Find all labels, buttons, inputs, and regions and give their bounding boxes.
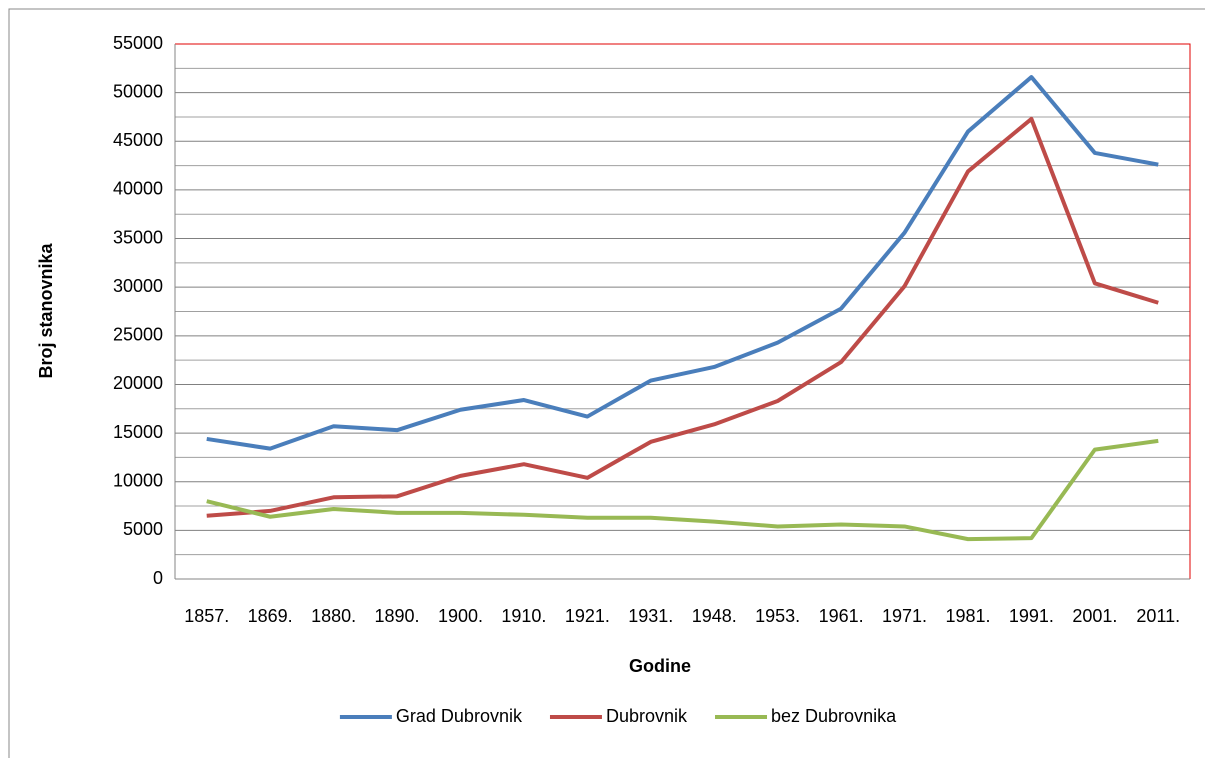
y-tick-label: 55000 [113,33,163,53]
y-tick-label: 45000 [113,130,163,150]
x-tick-label: 1900. [438,606,483,626]
y-axis-label: Broj stanovnika [36,242,56,378]
line-series [206,438,1159,542]
x-tick-label: 1931. [628,606,673,626]
x-tick-label: 1910. [501,606,546,626]
y-tick-label: 20000 [113,373,163,393]
x-axis-label: Godine [629,656,691,676]
y-tick-label: 35000 [113,227,163,247]
x-tick-label: 1953. [755,606,800,626]
y-tick-label: 10000 [113,470,163,490]
x-tick-label: 2001. [1072,606,1117,626]
x-tick-label: 1991. [1009,606,1054,626]
x-tick-label: 1961. [819,606,864,626]
legend-label: bez Dubrovnika [771,706,897,726]
x-tick-label: 1857. [184,606,229,626]
line-series [206,75,1159,451]
x-tick-label: 1948. [692,606,737,626]
y-tick-label: 50000 [113,81,163,101]
y-tick-label: 30000 [113,276,163,296]
y-tick-label: 25000 [113,325,163,345]
legend-label: Dubrovnik [606,706,688,726]
line-series [206,116,1159,518]
x-tick-label: 2011. [1136,606,1180,626]
x-tick-label: 1890. [375,606,420,626]
x-tick-label: 1869. [248,606,293,626]
chart-border [8,8,1205,758]
y-tick-label: 0 [153,568,163,588]
legend-label: Grad Dubrovnik [396,706,523,726]
y-tick-label: 5000 [123,519,163,539]
y-tick-label: 40000 [113,179,163,199]
x-tick-label: 1981. [945,606,990,626]
plot-border [175,43,1191,579]
x-tick-label: 1971. [882,606,927,626]
x-tick-label: 1921. [565,606,610,626]
x-tick-label: 1880. [311,606,356,626]
y-tick-label: 15000 [113,422,163,442]
